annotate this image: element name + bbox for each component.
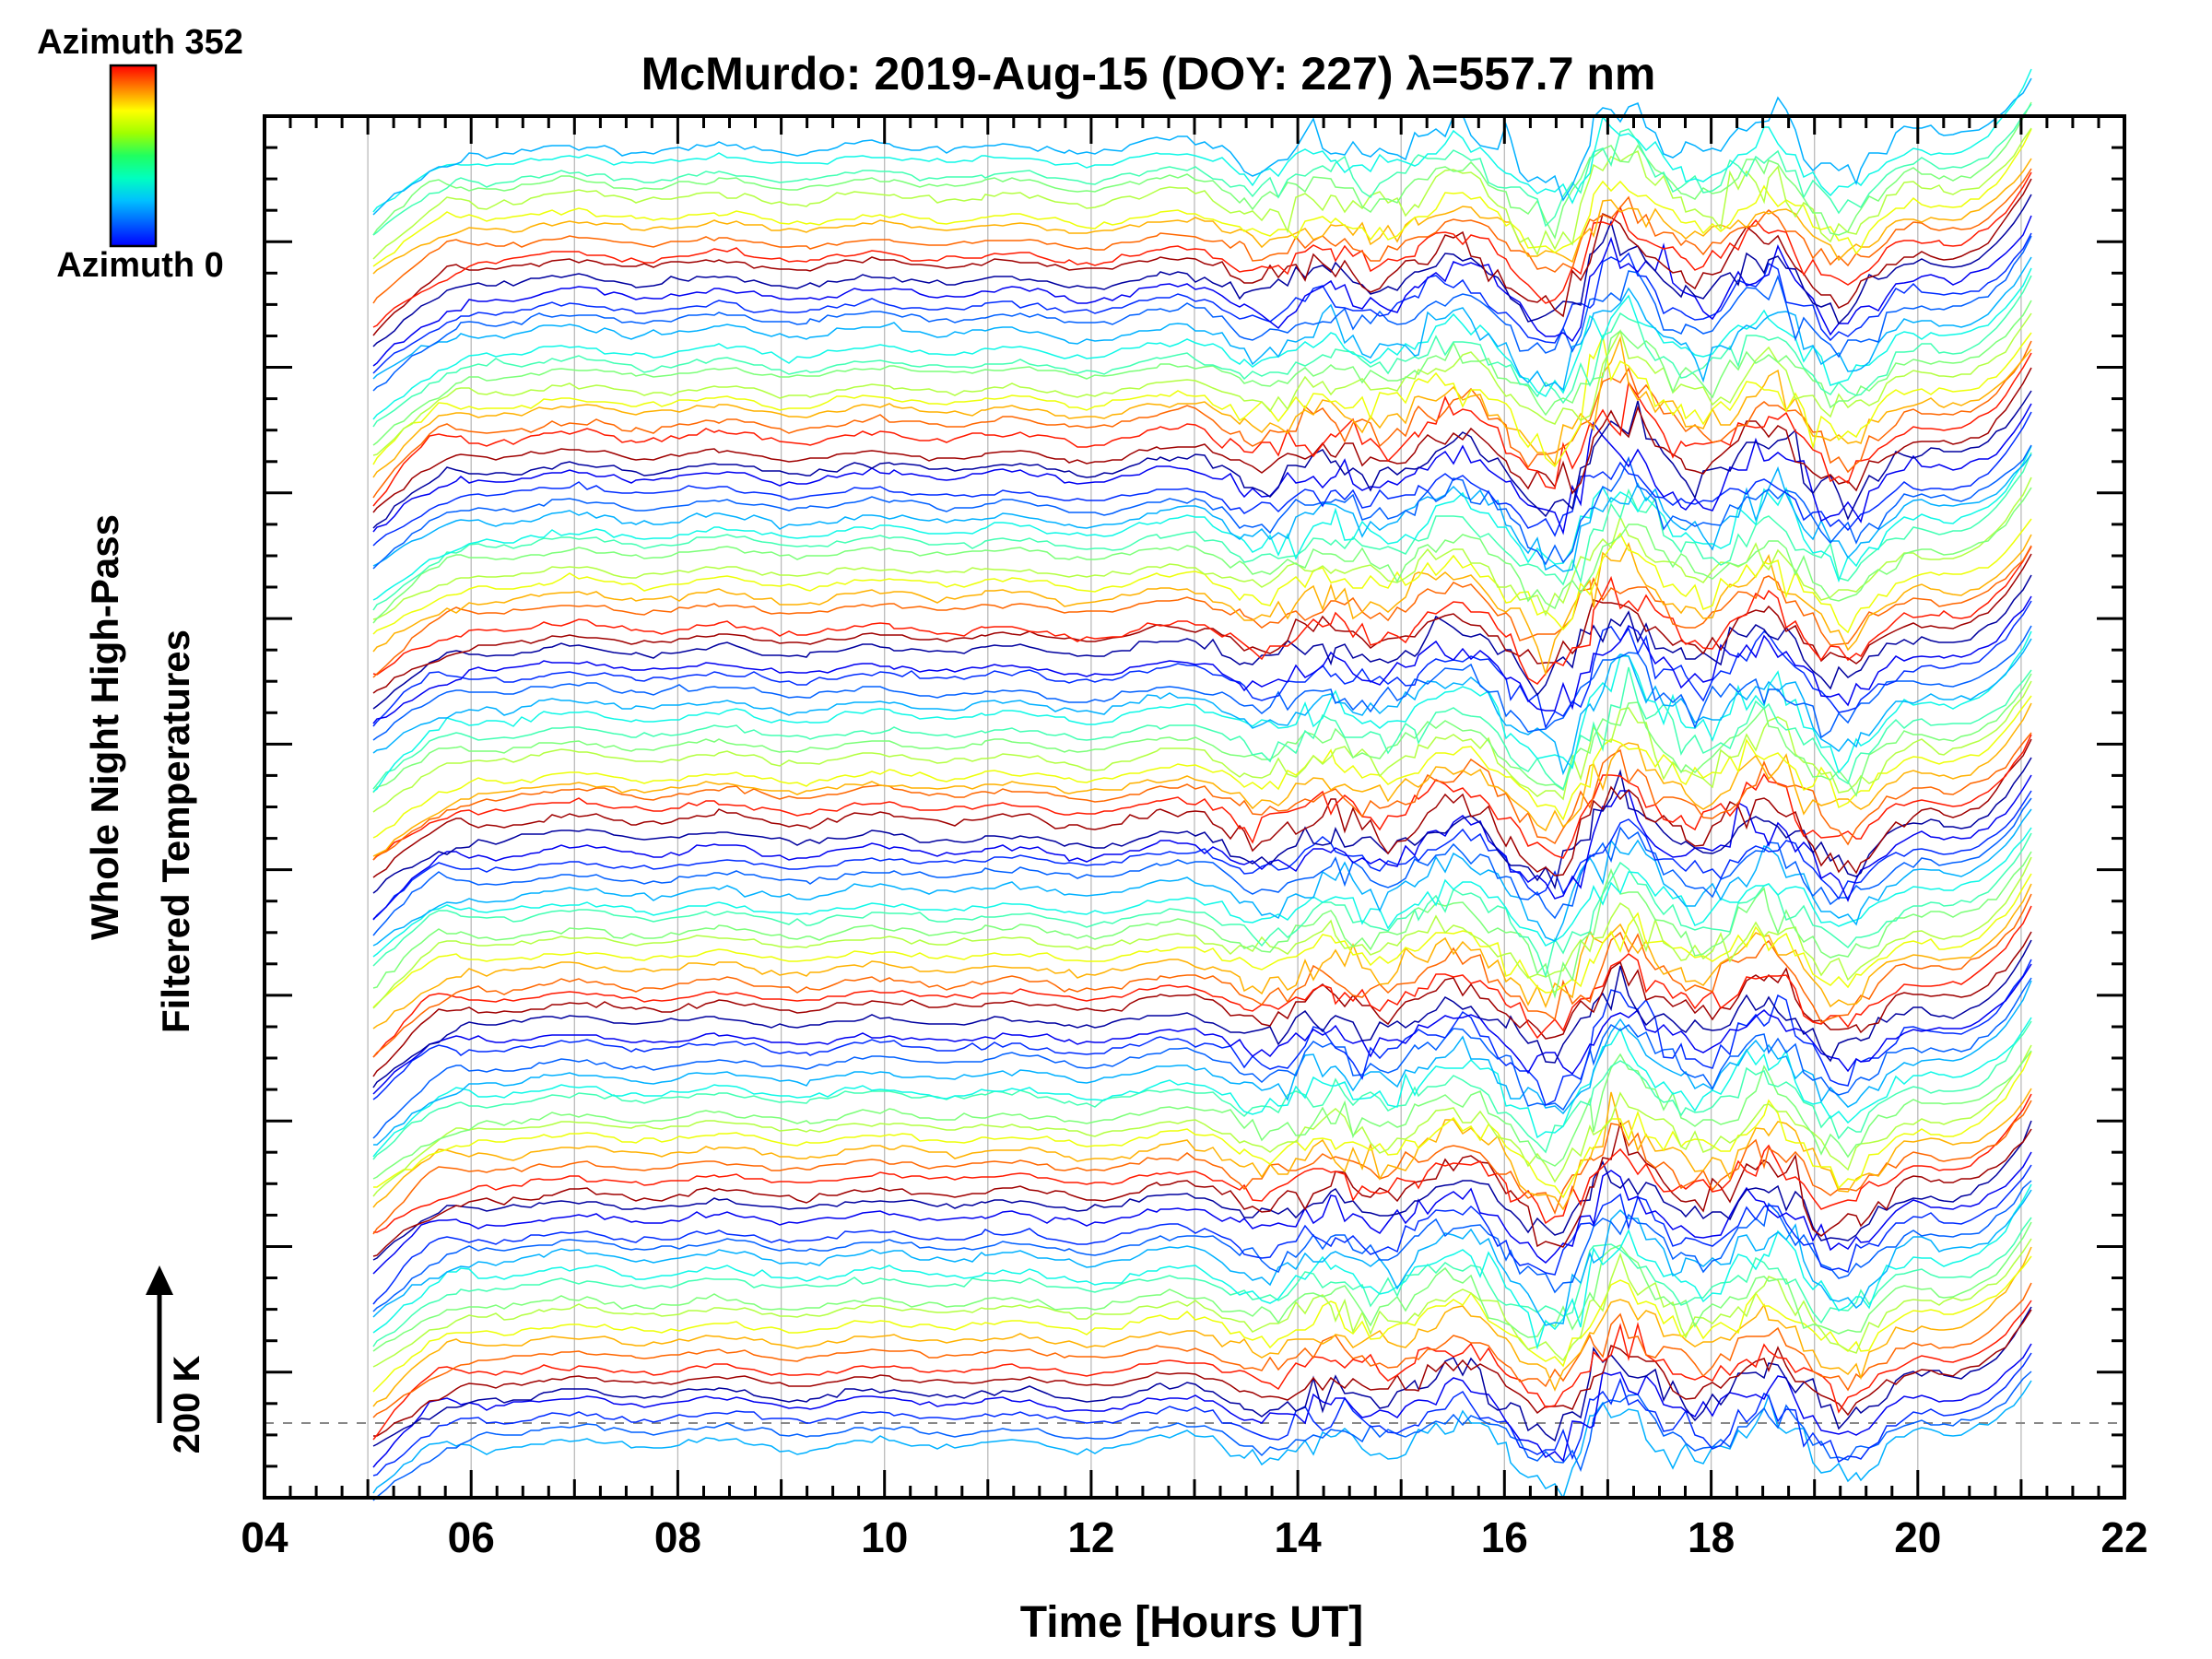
svg-text:08: 08: [654, 1513, 701, 1561]
svg-text:12: 12: [1067, 1513, 1114, 1561]
svg-text:Azimuth 0: Azimuth 0: [56, 246, 224, 285]
svg-text:Time [Hours UT]: Time [Hours UT]: [1020, 1598, 1363, 1647]
svg-text:10: 10: [861, 1513, 908, 1561]
svg-text:06: 06: [448, 1513, 495, 1561]
svg-text:04: 04: [241, 1513, 288, 1561]
svg-text:14: 14: [1275, 1513, 1323, 1561]
svg-text:Whole Night High-Pass: Whole Night High-Pass: [83, 514, 126, 940]
svg-text:16: 16: [1481, 1513, 1528, 1561]
svg-text:22: 22: [2100, 1513, 2147, 1561]
svg-text:200 K: 200 K: [167, 1356, 207, 1454]
svg-text:McMurdo: 2019-Aug-15 (DOY: 227: McMurdo: 2019-Aug-15 (DOY: 227) λ=557.7 …: [641, 48, 1656, 100]
svg-text:18: 18: [1688, 1513, 1735, 1561]
svg-text:Filtered Temperatures: Filtered Temperatures: [154, 629, 197, 1033]
svg-text:20: 20: [1894, 1513, 1941, 1561]
svg-text:Azimuth 352: Azimuth 352: [37, 23, 243, 62]
